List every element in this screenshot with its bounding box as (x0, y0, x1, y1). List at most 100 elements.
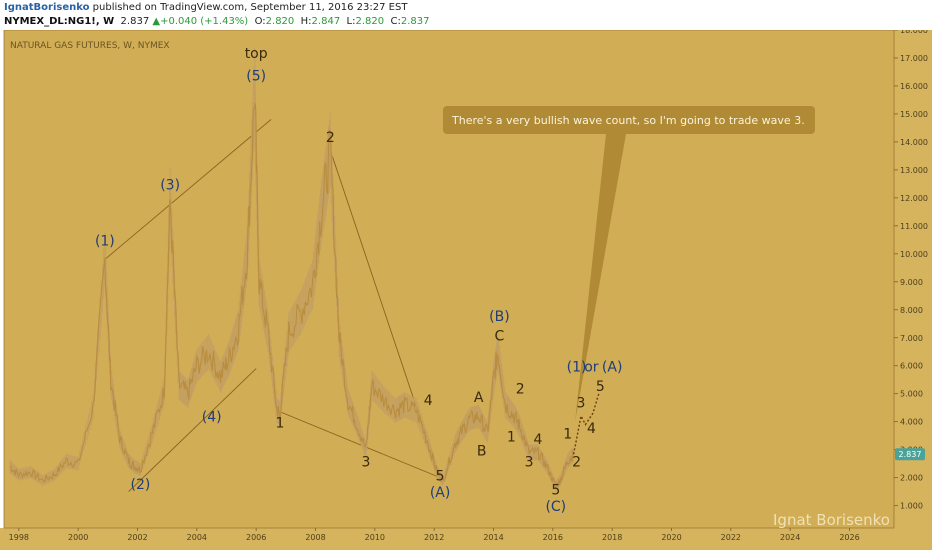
projection-path (572, 393, 600, 455)
y-tick-label: 17.000 (900, 54, 928, 63)
x-tick-label: 2000 (68, 533, 88, 542)
price-line[interactable] (9, 102, 575, 488)
open-value: 2.820 (265, 16, 295, 27)
wave-label: (4) (202, 410, 222, 426)
wave-label: (5) (246, 68, 266, 84)
plot-border (3, 30, 895, 529)
projection-line (572, 393, 600, 455)
wave-label: 3 (577, 396, 586, 412)
author-watermark: Ignat Borisenko (773, 511, 890, 529)
price-axis[interactable] (894, 30, 932, 550)
price-chart[interactable]: NATURAL GAS FUTURES, W, NYMEX There's a … (0, 30, 932, 550)
up-arrow-icon: ▲ (152, 16, 161, 27)
wave-label: (B) (489, 309, 510, 325)
trend-line[interactable] (276, 410, 441, 479)
close-value: 2.837 (400, 16, 430, 27)
y-tick-label: 6.000 (900, 362, 923, 371)
close-label: C: (390, 16, 401, 27)
wave-label: 4 (587, 421, 596, 437)
trend-line[interactable] (128, 368, 257, 492)
wave-label: or (584, 359, 599, 375)
x-tick-label: 2010 (365, 533, 385, 542)
wave-label: (1) (567, 359, 587, 375)
wave-label: C (495, 329, 505, 345)
callout-group: There's a very bullish wave count, so I'… (443, 106, 815, 422)
wave-label: 2 (516, 382, 525, 398)
wave-label: 3 (361, 454, 370, 470)
publish-info: published on TradingView.com, September … (89, 2, 408, 13)
x-tick-label: 2022 (721, 533, 741, 542)
y-tick-label: 12.000 (900, 194, 928, 203)
wave-label: (2) (131, 477, 151, 493)
wave-label: 2 (326, 130, 335, 146)
chart-title: NATURAL GAS FUTURES, W, NYMEX (10, 41, 170, 51)
price-series (9, 48, 575, 491)
low-label: L: (346, 16, 356, 27)
wave-label: 5 (436, 468, 445, 484)
price-change: +0.040 (+1.43%) (160, 16, 249, 27)
wave-label: 1 (507, 429, 516, 445)
trend-line[interactable] (104, 119, 272, 260)
author-link[interactable]: IgnatBorisenko (4, 2, 90, 13)
quote-line: NYMEX_DL:NG1!, W 2.837 ▲+0.040 (+1.43%) … (4, 16, 430, 28)
current-price-box (895, 448, 925, 461)
wave-label: (C) (545, 499, 566, 515)
symbol-label[interactable]: NYMEX_DL:NG1!, W (4, 16, 115, 27)
wave-label: (1) (95, 233, 115, 249)
publish-line: IgnatBorisenko published on TradingView.… (4, 2, 407, 14)
y-tick-label: 10.000 (900, 250, 928, 259)
plot-area[interactable] (4, 30, 894, 528)
y-tick-label: 7.000 (900, 334, 923, 343)
wave-label: 3 (525, 454, 534, 470)
wave-label: A (474, 390, 484, 406)
y-tick-label: 13.000 (900, 166, 928, 175)
x-tick-label: 2014 (483, 533, 503, 542)
y-tick-label: 15.000 (900, 110, 928, 119)
wave-label: (A) (430, 485, 451, 501)
x-tick-label: 2026 (839, 533, 859, 542)
y-tick-label: 2.000 (900, 474, 923, 483)
y-tick-label: 14.000 (900, 138, 928, 147)
chart-header: IgnatBorisenko published on TradingView.… (0, 0, 932, 30)
callout-box[interactable] (443, 106, 815, 134)
wave-label: (A) (602, 359, 623, 375)
wave-label: 4 (534, 432, 543, 448)
wave-label: 1 (563, 426, 572, 442)
y-tick-label: 9.000 (900, 278, 923, 287)
x-tick-label: 2018 (602, 533, 622, 542)
current-price-marker: 2.837 (895, 448, 925, 461)
x-tick-label: 2002 (127, 533, 147, 542)
wave-label: B (477, 443, 487, 459)
x-tick-label: 2024 (780, 533, 800, 542)
y-axis-ticks: 1.0002.0003.0004.0005.0006.0007.0008.000… (894, 30, 928, 511)
x-tick-label: 1998 (9, 533, 29, 542)
x-tick-label: 2020 (661, 533, 681, 542)
y-tick-label: 1.000 (900, 502, 923, 511)
wave-label: 5 (551, 482, 560, 498)
last-price: 2.837 (120, 16, 150, 27)
time-axis[interactable] (0, 528, 894, 550)
y-tick-label: 8.000 (900, 306, 923, 315)
callout-pointer (575, 134, 626, 422)
x-tick-label: 2006 (246, 533, 266, 542)
wave-label: (3) (160, 177, 180, 193)
x-tick-label: 2004 (187, 533, 207, 542)
x-tick-label: 2012 (424, 533, 444, 542)
y-tick-label: 11.000 (900, 222, 928, 231)
y-tick-label: 16.000 (900, 82, 928, 91)
y-tick-label: 18.000 (900, 30, 928, 35)
wave-label: 5 (596, 379, 605, 395)
wave-label: 4 (424, 393, 433, 409)
x-tick-label: 2016 (543, 533, 563, 542)
wave-label: 2 (572, 454, 581, 470)
current-price-label: 2.837 (899, 450, 922, 459)
high-value: 2.847 (311, 16, 341, 27)
wave-label: top (245, 46, 268, 62)
callout-text: There's a very bullish wave count, so I'… (451, 114, 805, 127)
x-axis-ticks: 1998 2000 2002 2004 2006 2008 2010 2012 2014 2016… (9, 528, 860, 542)
y-tick-label: 5.000 (900, 390, 923, 399)
wave-label: 1 (275, 415, 284, 431)
y-tick-label: 4.000 (900, 418, 923, 427)
low-value: 2.820 (355, 16, 385, 27)
